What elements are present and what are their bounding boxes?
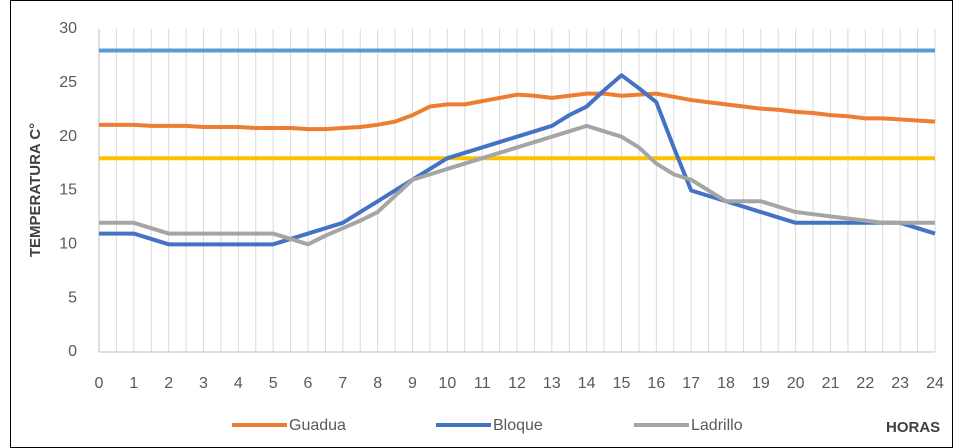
x-tick-label: 3 (199, 375, 208, 392)
legend-label: Bloque (493, 417, 543, 434)
legend-label: Guadua (289, 417, 346, 434)
x-tick-label: 12 (508, 375, 526, 392)
series-line (99, 73, 936, 247)
series-line (99, 123, 935, 247)
y-tick-label: 0 (68, 343, 77, 360)
x-tick-label: 16 (647, 375, 665, 392)
x-axis-label: HORAS (886, 419, 940, 436)
x-tick-label: 1 (129, 375, 138, 392)
x-tick-label: 17 (682, 375, 700, 392)
x-tick-label: 21 (822, 375, 840, 392)
y-tick-label: 25 (59, 74, 77, 91)
x-tick-label: 5 (269, 375, 278, 392)
y-tick-label: 5 (68, 289, 77, 306)
x-tick-label: 9 (408, 375, 417, 392)
x-tick-label: 15 (613, 375, 631, 392)
y-tick-label: 20 (59, 128, 77, 145)
y-axis-label: TEMPERATURA C° (27, 123, 44, 257)
x-tick-label: 7 (338, 375, 347, 392)
y-tick-label: 15 (59, 182, 77, 199)
x-tick-label: 19 (752, 375, 770, 392)
x-tick-label: 23 (891, 375, 909, 392)
x-tick-label: 18 (717, 375, 735, 392)
x-tick-label: 14 (578, 375, 596, 392)
x-tick-label: 0 (95, 375, 104, 392)
x-tick-label: 24 (926, 375, 944, 392)
legend-label: Ladrillo (691, 417, 743, 434)
x-tick-label: 11 (474, 375, 491, 392)
x-tick-label: 2 (164, 375, 173, 392)
x-tick-label: 20 (787, 375, 805, 392)
y-tick-label: 30 (59, 20, 77, 37)
series-line (99, 91, 936, 132)
x-tick-label: 8 (373, 375, 382, 392)
x-tick-label: 6 (304, 375, 313, 392)
x-tick-label: 10 (438, 375, 456, 392)
x-tick-label: 22 (856, 375, 874, 392)
y-tick-label: 10 (59, 236, 77, 253)
x-tick-label: 13 (543, 375, 561, 392)
x-tick-label: 4 (234, 375, 243, 392)
